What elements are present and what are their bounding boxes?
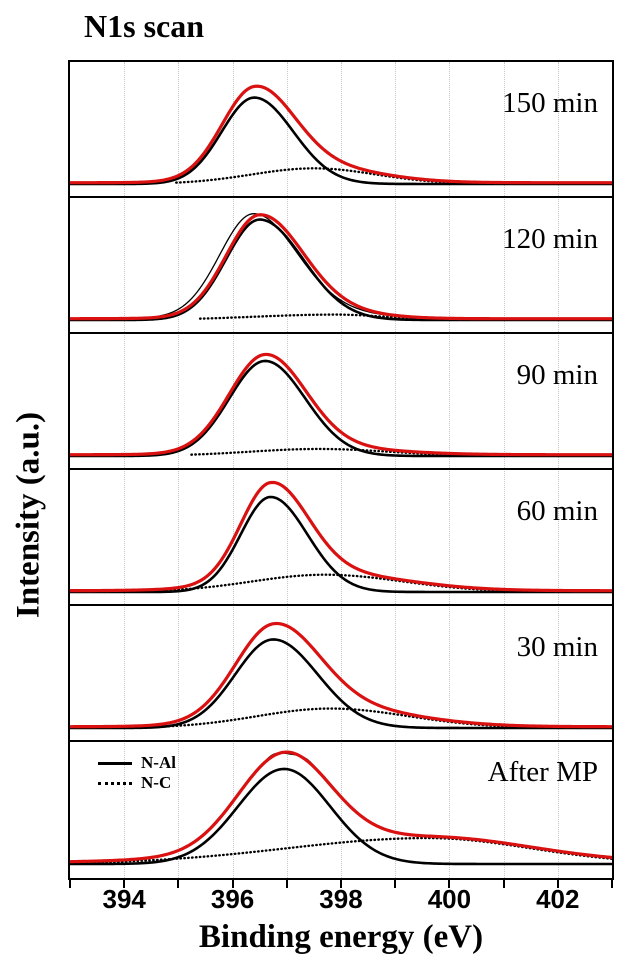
legend-line-dotted (98, 781, 132, 785)
spectrum-panel: 150 min (70, 62, 612, 198)
gridline (503, 62, 505, 878)
n-c-curve (198, 313, 419, 320)
n-c-curve (81, 836, 612, 864)
spectrum-panel: 120 min (70, 198, 612, 334)
n-al-curve (70, 495, 612, 594)
gridline (341, 62, 342, 878)
x-axis-tick (340, 880, 342, 888)
panel-label: 60 min (516, 495, 598, 527)
legend-line-solid (98, 761, 132, 765)
panel-label: After MP (487, 756, 598, 788)
gridline (395, 62, 397, 878)
figure-title: N1s scan (84, 8, 205, 44)
spectrum-curves (70, 621, 612, 730)
legend-row: N-C (98, 773, 176, 793)
envelope-curve (70, 480, 612, 593)
panel-label: 120 min (502, 223, 598, 255)
x-axis-tick (556, 880, 559, 888)
x-axis-label: Binding energy (eV) (198, 919, 484, 955)
x-axis-tick (285, 880, 288, 888)
gridline (449, 62, 451, 878)
panel-label: 30 min (516, 631, 598, 663)
n-c-curve (175, 167, 453, 184)
spectrum-panel: 90 min (70, 334, 612, 470)
x-axis-tick-label: 400 (427, 884, 472, 914)
legend-row: N-Al (98, 753, 176, 773)
x-axis-tick (448, 880, 451, 888)
envelope-curve (70, 621, 612, 729)
envelope-curve (70, 213, 612, 321)
spectrum-curves (70, 84, 612, 186)
legend-label: N-C (141, 773, 172, 792)
gridline (178, 62, 180, 878)
spectrum-panel: 30 min (70, 606, 612, 742)
envelope-curve (70, 84, 612, 185)
n-c-curve (159, 707, 514, 728)
spectrum-curves (70, 352, 612, 458)
spectrum-curves (70, 750, 612, 866)
spectrum-panel: After MP N-Al N-C (70, 742, 612, 878)
spectrum-curves (70, 480, 612, 594)
x-axis-tick-label: 394 (102, 884, 146, 914)
legend: N-Al N-C (98, 753, 176, 793)
x-axis-tick (394, 880, 397, 888)
envelope-curve (70, 750, 612, 864)
x-axis-tick-label: 402 (536, 884, 580, 914)
x-axis-tick (231, 880, 234, 888)
n-al-curve (70, 767, 612, 866)
n-c-curve (157, 573, 505, 592)
gridline (232, 62, 234, 878)
x-axis-tick (123, 880, 126, 888)
x-axis-tick (611, 880, 613, 888)
y-axis-label: Intensity (a.u.) (10, 411, 47, 619)
panel-label: 150 min (502, 87, 598, 119)
gridline (286, 62, 288, 878)
gridline (124, 62, 126, 878)
x-axis-tick-label: 396 (210, 884, 255, 914)
legend-label: N-Al (141, 753, 176, 772)
spectrum-curves (70, 213, 612, 322)
x-axis-tick (69, 880, 71, 888)
spectrum-panel: 60 min (70, 470, 612, 606)
plot-frame: 150 min 120 min 90 min 60 min 30 min After MP… (68, 60, 614, 880)
x-axis-tick-label: 398 (319, 884, 363, 914)
panel-label: 90 min (516, 359, 598, 391)
gridline (557, 62, 559, 878)
panel-stack: 150 min 120 min 90 min 60 min 30 min After MP… (70, 62, 612, 878)
x-axis-tick (502, 880, 505, 888)
envelope-curve (70, 352, 612, 457)
x-axis-tick (177, 880, 180, 888)
